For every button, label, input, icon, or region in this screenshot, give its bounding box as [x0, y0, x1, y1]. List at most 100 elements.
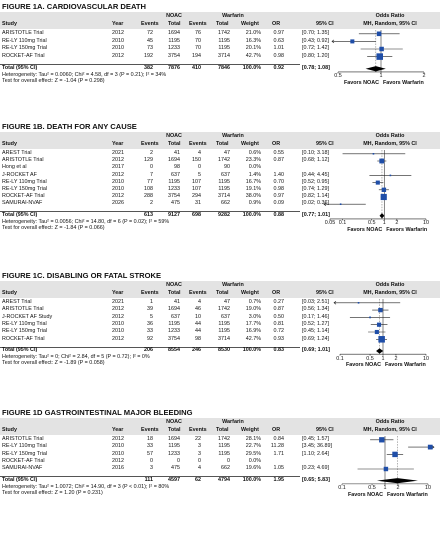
noac-total: 1694 — [168, 30, 180, 36]
forest-plot-area — [331, 30, 425, 74]
warfarin-total: 1742 — [218, 306, 230, 313]
study-year: 2012 — [112, 30, 124, 36]
warfarin-total: 3714 — [218, 193, 230, 200]
overall-effect-test: Test for overall effect: Z = 1.20 (P = 0… — [2, 489, 103, 496]
study-or: 1.01 — [273, 45, 285, 52]
noac-events: 73 — [147, 45, 153, 52]
noac-events: 0 — [150, 457, 153, 464]
noac-total: 0 — [177, 457, 180, 464]
favors-noac-label: Favors NOAC — [345, 362, 381, 369]
noac-total: 1195 — [168, 37, 180, 44]
study-or: 0.63 — [273, 37, 285, 44]
favors-warfarin-label: Favors Warfarin — [386, 226, 428, 233]
total-label: Total (95% CI) — [2, 347, 38, 354]
total-label: Total (95% CI) — [2, 64, 38, 71]
effect-box — [369, 316, 371, 319]
noac-total: 1694 — [168, 436, 180, 442]
noac-events: 39 — [147, 306, 153, 313]
study-year: 2021 — [112, 150, 124, 156]
noac-total: 3754 — [168, 335, 180, 342]
effect-box — [376, 31, 382, 37]
warfarin-events: 10 — [195, 313, 201, 320]
study-year: 2010 — [112, 450, 124, 457]
warfarin-total: 1195 — [218, 186, 230, 192]
study-header: Study — [2, 20, 17, 27]
effect-box — [375, 180, 380, 185]
study-name: ARISTOTLE Trial — [2, 157, 44, 164]
column-header-band — [0, 12, 440, 29]
study-year: 2012 — [112, 457, 124, 464]
study-weight: 21.0% — [245, 30, 261, 36]
x-tick-label: 10 — [423, 355, 429, 362]
study-or: 1.40 — [273, 171, 285, 178]
weight-header: Weight — [241, 426, 259, 433]
group1-header: NOAC — [166, 132, 182, 139]
study-ci: [0.80; 1.20] — [302, 52, 329, 59]
favors-warfarin-label: Favors Warfarin — [383, 79, 424, 86]
study-or: 0.87 — [273, 306, 285, 313]
weight-header: Weight — [241, 140, 259, 147]
group2-header: Warfarin — [222, 12, 244, 19]
or-header: OR — [272, 426, 281, 433]
weight-header: Weight — [241, 289, 259, 296]
overall-effect-test: Test for overall effect: Z = -1.04 (P = … — [2, 77, 105, 84]
study-weight: 16.7% — [245, 178, 261, 185]
odds-ratio-header: Odds Ratio — [375, 418, 405, 425]
heterogeneity-stats: Heterogeneity: Tau² = 1.0072; Chi² = 14.… — [2, 483, 170, 490]
events-header: Events — [189, 20, 207, 27]
warfarin-total: 637 — [221, 313, 230, 320]
noac-total: 98 — [174, 164, 180, 171]
study-ci: [0.70; 1.35] — [302, 30, 329, 36]
noac-total: 1233 — [168, 45, 180, 52]
study-ci: [0.03; 2.51] — [302, 299, 329, 305]
warfarin-events: 4 — [198, 465, 201, 472]
study-ci: [0.52; 0.95] — [302, 178, 329, 185]
ci-arrow — [431, 445, 435, 449]
study-weight: 22.7% — [245, 443, 261, 450]
heterogeneity-stats: Heterogeneity: Tau² = 0.0060; Chi² = 4.5… — [2, 71, 167, 78]
noac-total: 1195 — [168, 320, 180, 327]
study-name: RE-LY 150mg Trial — [2, 328, 48, 335]
study-or: 0.84 — [273, 436, 285, 442]
noac-total: 1694 — [168, 157, 180, 164]
noac-events: 192 — [144, 52, 153, 59]
column-header-band — [0, 418, 440, 435]
noac-total: 637 — [171, 171, 180, 178]
overall-effect-test: Test for overall effect: Z = -1.89 (P = … — [2, 360, 105, 367]
total-noac-events: 206 — [144, 347, 153, 354]
noac-events: 33 — [147, 443, 153, 450]
study-year: 2012 — [112, 335, 124, 342]
warfarin-total: 1195 — [218, 328, 230, 335]
total-warfarin-n: 7846 — [218, 64, 230, 71]
events-header: Events — [189, 140, 207, 147]
study-name: RE-LY 110mg Trial — [2, 320, 47, 327]
noac-total: 41 — [174, 299, 180, 305]
study-ci: [0.44; 4.45] — [302, 171, 329, 178]
x-tick-label: 0.05 — [324, 220, 336, 227]
study-ci: [3.45; 36.89] — [302, 443, 332, 450]
events-header: Events — [141, 20, 159, 27]
study-weight: 0.7% — [248, 299, 261, 305]
x-tick-label: 0.5 — [367, 220, 376, 227]
warfarin-events: 44 — [195, 320, 201, 327]
warfarin-events: 22 — [195, 436, 201, 442]
ci-arrow — [331, 39, 335, 44]
study-ci: [0.45; 1.14] — [302, 328, 329, 335]
study-weight: 3.0% — [248, 313, 261, 320]
study-or: 1.71 — [273, 450, 285, 457]
total-divider — [0, 64, 300, 66]
total-or: 0.92 — [273, 64, 285, 71]
study-year: 2010 — [112, 186, 124, 192]
study-weight: 0.6% — [248, 150, 261, 156]
effect-box — [376, 53, 384, 60]
study-year: 2012 — [112, 313, 124, 320]
panel-title: FIGURE 1C. DISABLING OR FATAL STROKE — [2, 271, 162, 280]
noac-events: 129 — [144, 157, 153, 164]
study-weight: 0.0% — [248, 457, 261, 464]
study-ci: [0.02; 0.36] — [302, 200, 329, 207]
x-tick-label: 0.1 — [338, 485, 346, 492]
study-or: 0.98 — [273, 52, 285, 59]
effect-box — [392, 451, 398, 458]
noac-events: 45 — [147, 37, 153, 44]
study-year: 2010 — [112, 178, 124, 185]
